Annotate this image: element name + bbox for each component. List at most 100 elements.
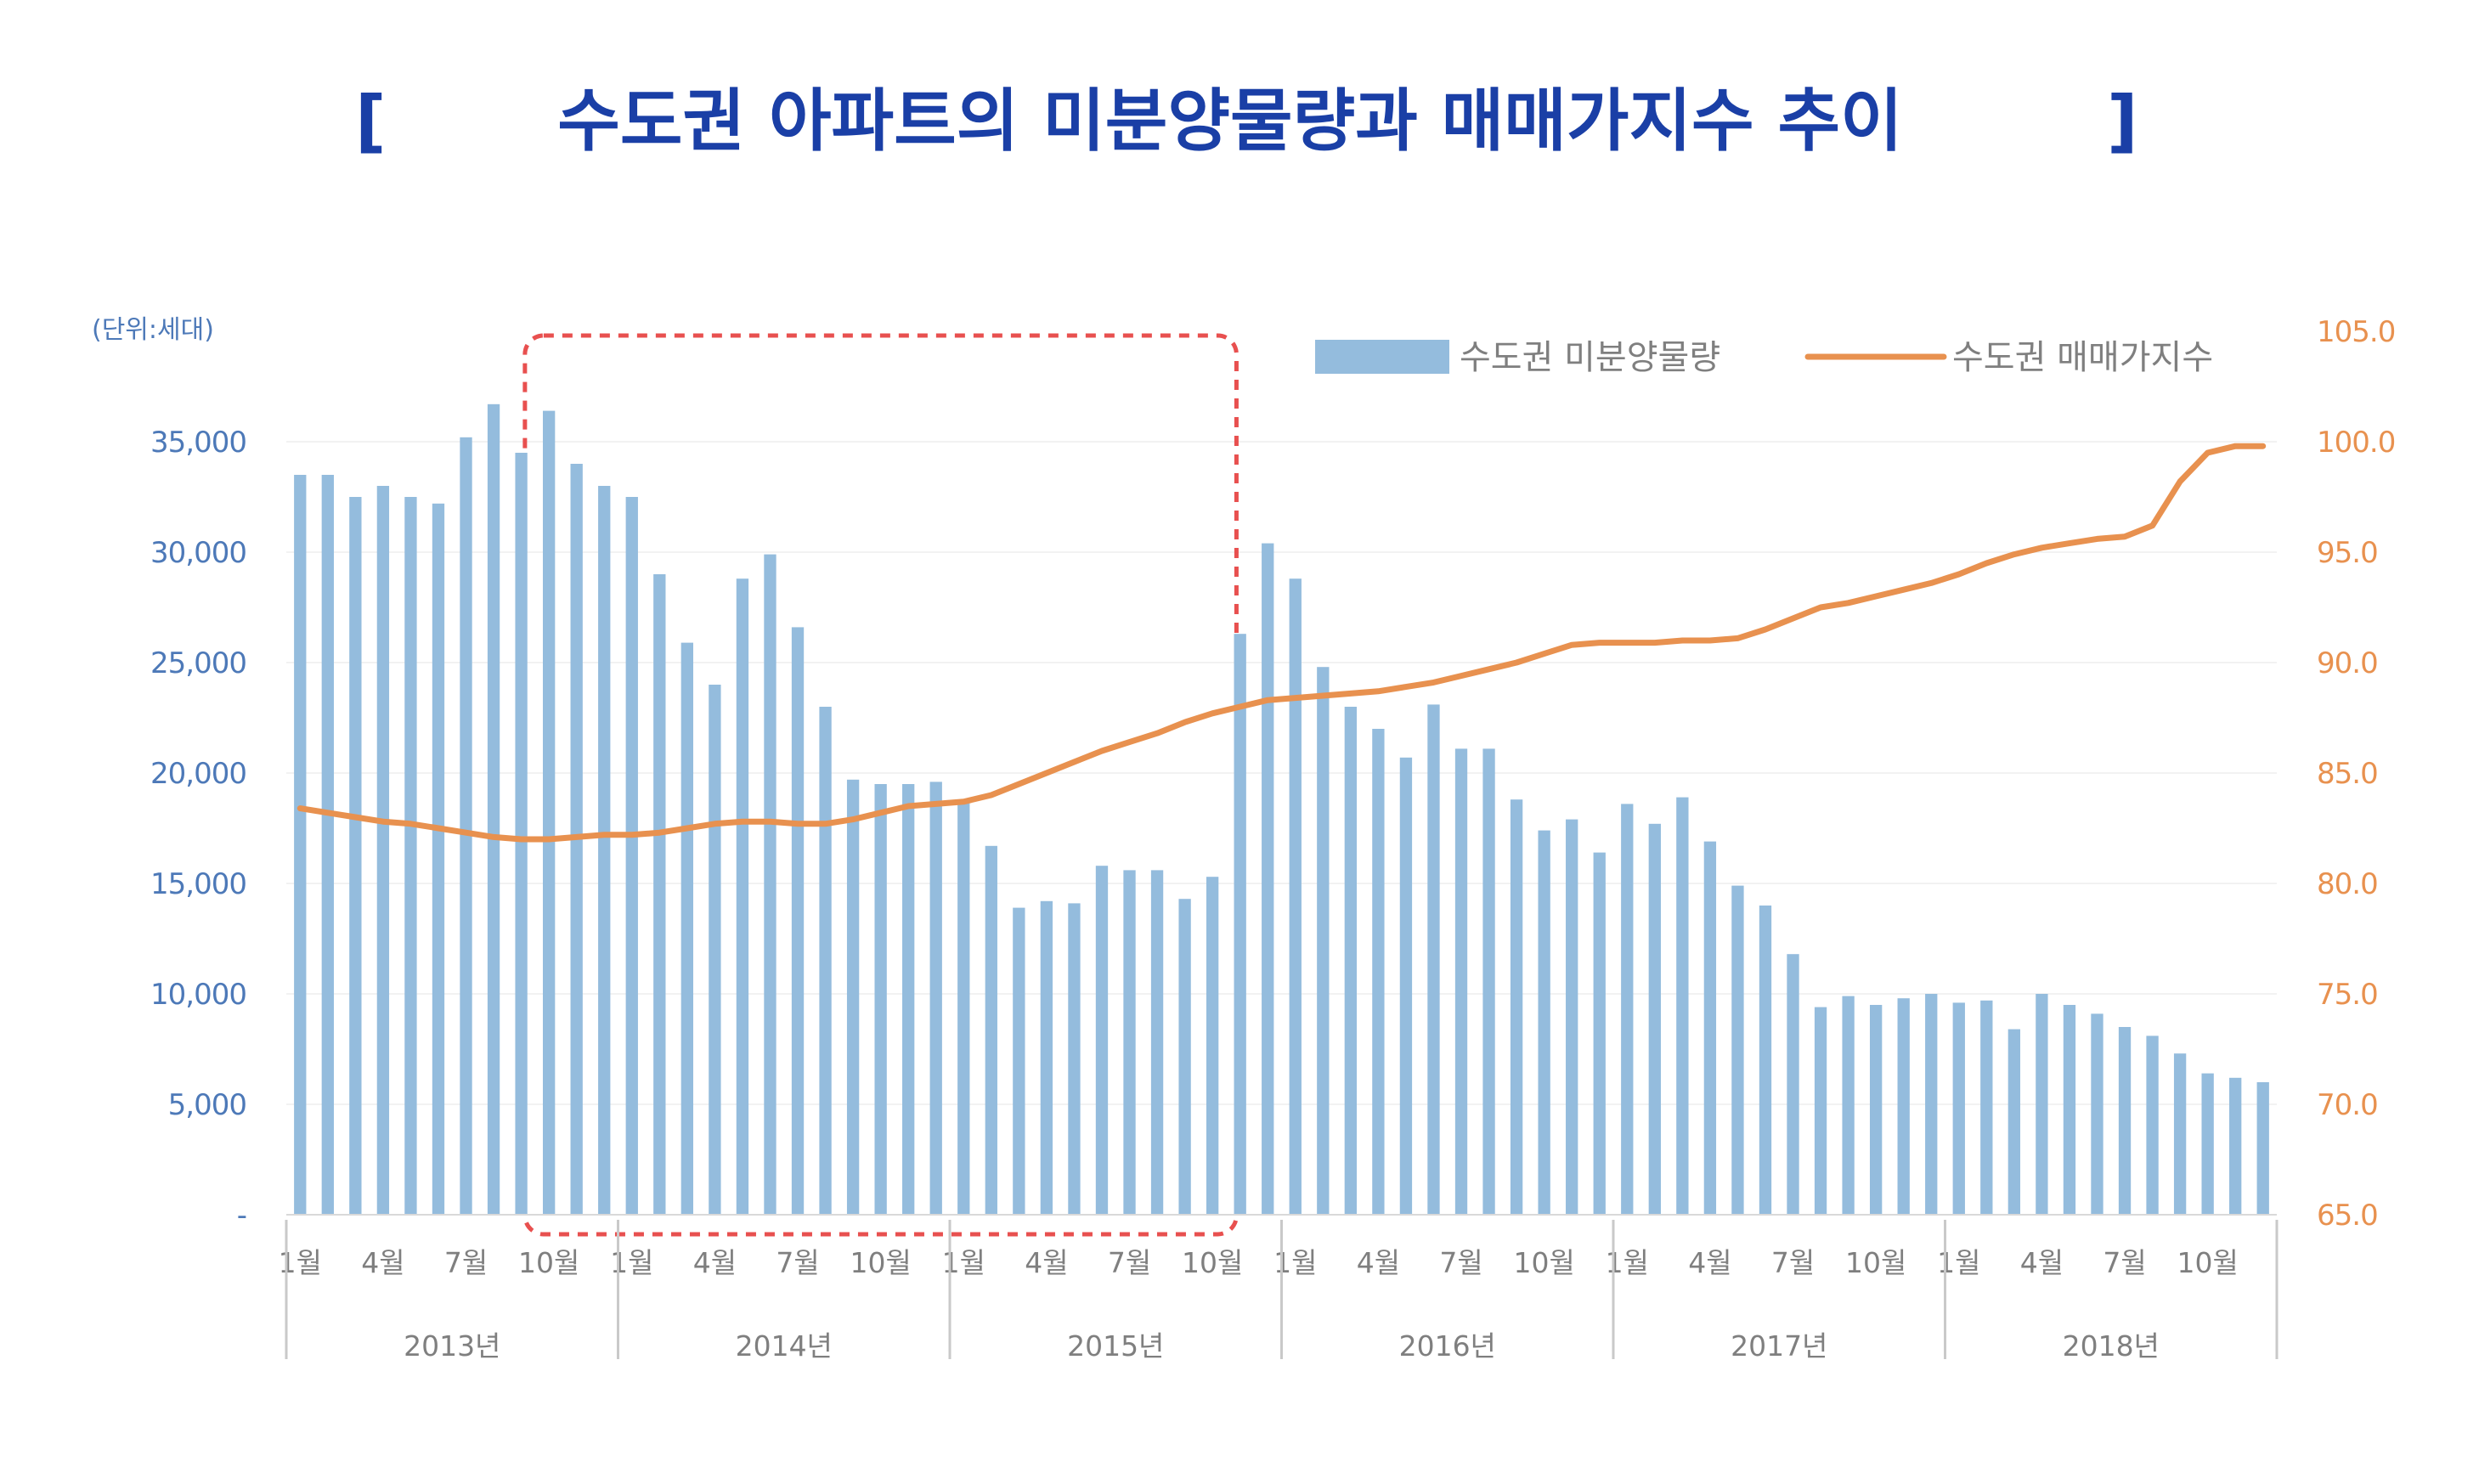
highlight-box xyxy=(522,333,1239,1237)
bar xyxy=(1593,852,1606,1215)
bar xyxy=(2256,1082,2269,1215)
bar xyxy=(874,784,887,1215)
bar-series xyxy=(294,403,2269,1216)
bar xyxy=(2118,1027,2132,1215)
x-month-label: 7월 xyxy=(2103,1246,2146,1279)
bar xyxy=(1068,903,1081,1215)
bar xyxy=(1648,823,1661,1215)
bar xyxy=(1952,1002,1965,1215)
bar xyxy=(432,503,445,1215)
x-month-label: 7월 xyxy=(1439,1246,1482,1279)
legend-line-label: 수도권 매매가지수 xyxy=(1952,338,2213,377)
x-month-label: 10월 xyxy=(1182,1246,1243,1279)
bar xyxy=(2036,994,2048,1215)
bar xyxy=(1095,866,1109,1215)
title-text: 수도권 아파트의 미분양물량과 매매가지수 추이 xyxy=(557,82,1902,161)
bar xyxy=(1344,707,1358,1215)
right-tick-label: 95.0 xyxy=(2317,536,2378,570)
bar xyxy=(625,497,638,1215)
bar xyxy=(2173,1053,2187,1215)
right-tick-label: 80.0 xyxy=(2317,867,2378,901)
index-line xyxy=(296,443,2267,843)
x-axis: 1월 4월 7월 10월 1월 4월 7월 10월 1월 4월 7월 10월 1월 4월 7월 10월 1월 4월… xyxy=(279,1214,2279,1363)
left-tick-label: 15,000 xyxy=(150,867,246,901)
x-month-label: 10월 xyxy=(2177,1246,2238,1279)
bar xyxy=(2201,1073,2214,1215)
x-month-label: 1월 xyxy=(1937,1246,1980,1279)
bar xyxy=(1399,757,1413,1215)
legend-bar-swatch xyxy=(1315,340,1449,374)
left-tick-label: 30,000 xyxy=(150,536,246,570)
bar xyxy=(542,410,556,1216)
legend: 수도권 미분양물량 수도권 매매가지수 xyxy=(1315,338,2213,377)
left-tick-label: 35,000 xyxy=(150,426,246,460)
bar xyxy=(1566,819,1578,1215)
gridlines xyxy=(286,441,2277,1216)
bar xyxy=(1676,797,1689,1215)
x-month-label: 1월 xyxy=(1273,1246,1317,1279)
bar xyxy=(1510,799,1523,1215)
x-month-label: 4월 xyxy=(1688,1246,1731,1279)
bar xyxy=(2007,1029,2021,1215)
x-month-label: 1월 xyxy=(279,1246,322,1279)
bar xyxy=(680,642,694,1215)
left-tick-label: 25,000 xyxy=(150,646,246,680)
bar xyxy=(985,845,997,1215)
bar xyxy=(709,685,721,1215)
bar xyxy=(1731,885,1744,1215)
bar xyxy=(598,486,611,1215)
bar xyxy=(1262,543,1274,1215)
bar xyxy=(2146,1035,2159,1215)
x-month-label: 4월 xyxy=(1025,1246,1068,1279)
right-tick-label: 105.0 xyxy=(2317,315,2395,349)
bar xyxy=(1814,1007,1827,1215)
bar xyxy=(1123,870,1136,1215)
bar xyxy=(1454,748,1468,1215)
bar xyxy=(487,403,500,1215)
x-month-label: 10월 xyxy=(1513,1246,1574,1279)
bar xyxy=(515,453,528,1215)
x-month-label: 4월 xyxy=(2020,1246,2064,1279)
bar xyxy=(1925,994,1938,1215)
bar xyxy=(1897,998,1910,1215)
bar xyxy=(819,707,832,1215)
x-year-label: 2017년 xyxy=(1731,1329,1827,1363)
bar xyxy=(1178,899,1191,1215)
x-year-label: 2016년 xyxy=(1399,1329,1496,1363)
x-month-label: 1월 xyxy=(1606,1246,1649,1279)
bar xyxy=(902,784,915,1215)
title-open-bracket: [ xyxy=(355,82,387,161)
bar xyxy=(349,497,362,1215)
bar xyxy=(1869,1005,1883,1215)
right-tick-label: 100.0 xyxy=(2317,426,2395,460)
bar xyxy=(791,627,805,1215)
bar xyxy=(1150,870,1164,1215)
bar xyxy=(1759,906,1772,1215)
bar xyxy=(404,497,417,1215)
x-month-label: 7월 xyxy=(1771,1246,1815,1279)
bar xyxy=(1703,841,1717,1215)
bar xyxy=(957,799,970,1215)
chart-title: [ 수도권 아파트의 미분양물량과 매매가지수 추이 ] xyxy=(355,82,2138,161)
bar xyxy=(1980,1000,1993,1215)
bar xyxy=(460,437,472,1215)
legend-bar-label: 수도권 미분양물량 xyxy=(1460,338,1720,377)
x-month-label: 7월 xyxy=(444,1246,488,1279)
bar xyxy=(294,475,307,1215)
right-tick-label: 85.0 xyxy=(2317,757,2378,791)
bar xyxy=(376,486,390,1215)
x-month-label: 1월 xyxy=(942,1246,985,1279)
bar xyxy=(764,554,776,1215)
right-tick-label: 75.0 xyxy=(2317,978,2378,1012)
bar xyxy=(1787,954,1799,1215)
bar xyxy=(1372,729,1385,1215)
bar xyxy=(1040,900,1053,1215)
bar xyxy=(846,779,860,1215)
left-tick-label: 20,000 xyxy=(150,757,246,791)
bar xyxy=(321,475,334,1215)
x-month-label: 7월 xyxy=(1108,1246,1151,1279)
x-month-label: 4월 xyxy=(693,1246,737,1279)
bar xyxy=(1538,830,1550,1215)
left-tick-label: - xyxy=(237,1199,246,1233)
